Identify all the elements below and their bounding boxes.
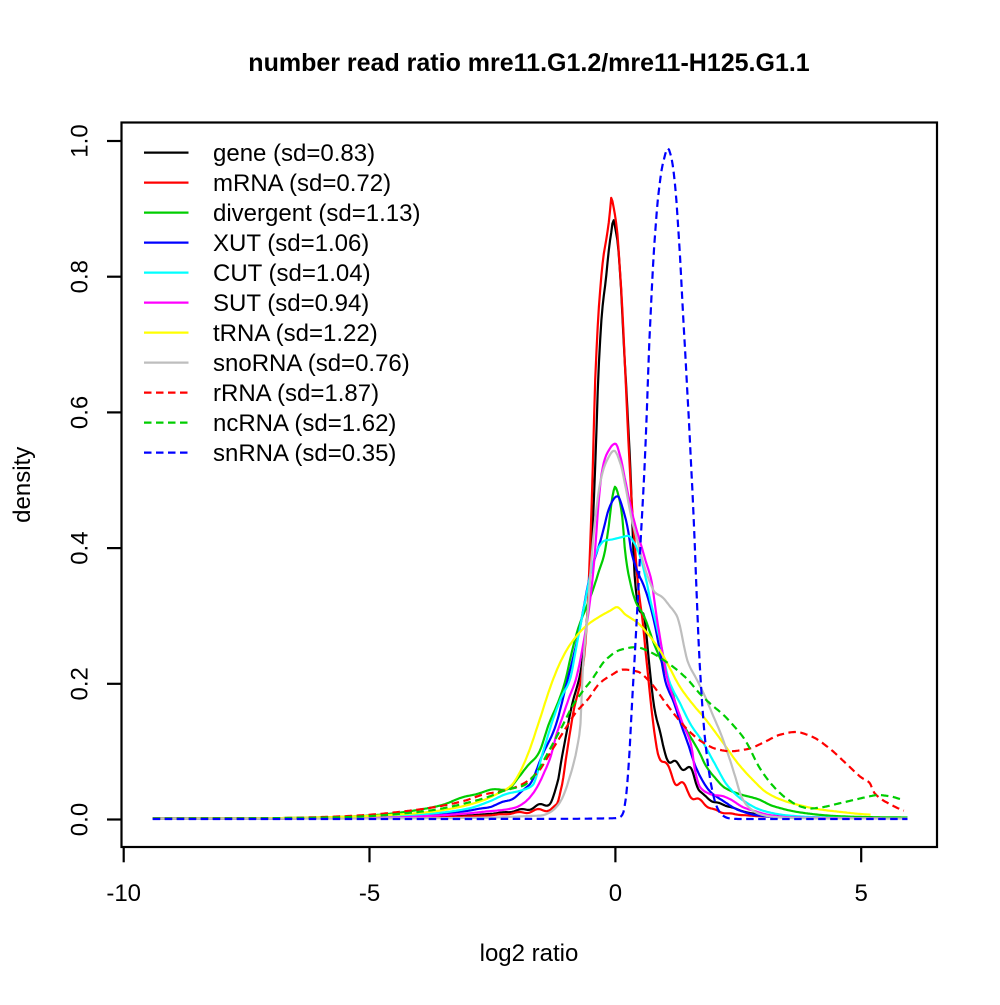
svg-text:rRNA (sd=1.87): rRNA (sd=1.87) <box>213 380 379 407</box>
svg-text:-10: -10 <box>106 880 141 907</box>
svg-text:SUT (sd=0.94): SUT (sd=0.94) <box>213 290 369 317</box>
svg-text:divergent (sd=1.13): divergent (sd=1.13) <box>213 200 420 227</box>
svg-text:5: 5 <box>855 880 868 907</box>
svg-text:number read ratio mre11.G1.2/m: number read ratio mre11.G1.2/mre11-H125.… <box>248 49 809 77</box>
svg-text:0.4: 0.4 <box>67 531 94 564</box>
svg-text:density: density <box>9 447 36 523</box>
svg-text:log2 ratio: log2 ratio <box>480 940 579 967</box>
svg-text:snRNA (sd=0.35): snRNA (sd=0.35) <box>213 440 396 467</box>
svg-text:-5: -5 <box>359 880 380 907</box>
svg-text:ncRNA (sd=1.62): ncRNA (sd=1.62) <box>213 410 396 437</box>
svg-text:1.0: 1.0 <box>67 124 94 157</box>
svg-text:tRNA (sd=1.22): tRNA (sd=1.22) <box>213 320 378 347</box>
svg-text:0.8: 0.8 <box>67 260 94 293</box>
svg-text:gene (sd=0.83): gene (sd=0.83) <box>213 140 375 167</box>
svg-text:0.2: 0.2 <box>67 667 94 700</box>
svg-text:mRNA (sd=0.72): mRNA (sd=0.72) <box>213 170 391 197</box>
svg-text:snoRNA (sd=0.76): snoRNA (sd=0.76) <box>213 350 410 377</box>
svg-text:XUT (sd=1.06): XUT (sd=1.06) <box>213 230 369 257</box>
svg-text:0.6: 0.6 <box>67 396 94 429</box>
svg-text:0: 0 <box>609 880 622 907</box>
svg-text:0.0: 0.0 <box>67 803 94 836</box>
svg-text:CUT (sd=1.04): CUT (sd=1.04) <box>213 260 371 287</box>
